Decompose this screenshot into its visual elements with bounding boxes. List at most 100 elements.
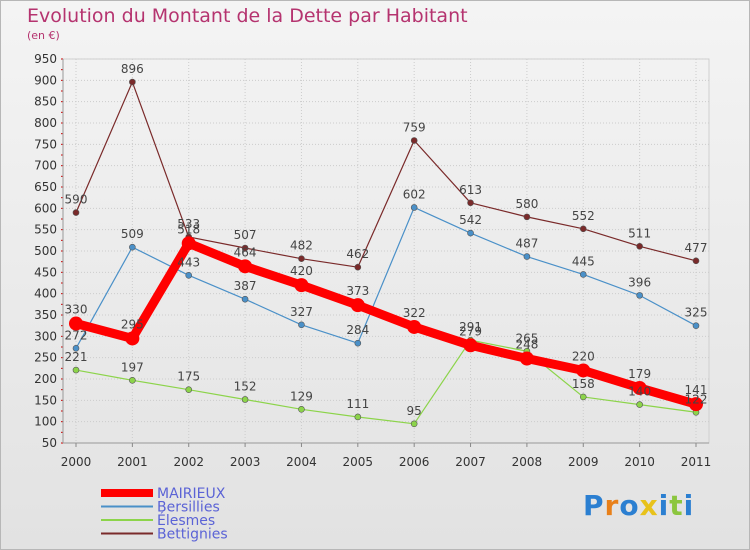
data-label: 445 [572,254,595,268]
logo-letter: t [669,489,684,522]
chart-title: Evolution du Montant de la Dette par Hab… [27,5,468,27]
data-label: 759 [403,120,426,134]
point-bersillies [692,322,700,329]
y-tick-label: 650 [34,180,57,194]
point-bettignies [692,257,700,265]
y-tick-label: 350 [34,308,57,322]
data-label: 284 [346,323,369,337]
data-label: 552 [572,209,595,223]
data-label: 279 [459,324,482,338]
data-label: 533 [177,217,200,231]
y-tick-label: 800 [34,116,57,130]
data-label: 511 [628,226,651,240]
point-bersillies [298,321,305,329]
data-label: 140 [628,385,651,399]
data-label: 462 [346,247,369,261]
point-mairieux [576,363,591,378]
point-mairieux [181,236,196,251]
data-labels: 590 896 533 507 482 462 759 613 580 552 511 477 221 1… [65,62,708,418]
data-label: 152 [234,379,257,393]
data-label: 613 [459,183,482,197]
point-bettignies [579,225,587,233]
logo-letter: i [658,489,670,522]
data-label: 129 [290,389,313,403]
point-bersillies [129,243,136,251]
point-mairieux [463,338,478,353]
data-label: 322 [403,306,426,320]
data-label: 518 [177,222,200,236]
point-bersillies [241,295,249,303]
data-label: 443 [177,255,200,269]
point-élesmes [241,396,249,403]
point-mairieux [69,316,83,331]
x-tick-label: 2005 [343,455,374,469]
data-label: 291 [459,320,482,334]
data-label: 95 [407,404,422,418]
data-label: 158 [572,377,595,391]
point-bettignies [636,243,643,250]
data-label: 373 [346,284,369,298]
data-label: 295 [121,317,144,331]
point-mairieux [632,380,647,395]
data-label: 179 [628,367,651,381]
data-label: 265 [515,331,538,345]
data-label: 387 [234,279,257,293]
series-line-bettignies [75,81,697,268]
series-line-élesmes [75,339,697,425]
x-tick-label: 2011 [681,455,712,469]
data-label: 221 [65,350,88,364]
point-bersillies [410,204,418,211]
y-axis: 50 100 150 200 250 300 350 400 450 500 550 600 650 70… [34,52,64,450]
point-bettignies [523,213,531,221]
data-label: 220 [572,349,595,363]
y-tick-label: 750 [34,137,57,151]
legend-label: Bettignies [157,527,228,543]
point-bettignies [72,209,80,216]
series-line-mairieux [74,238,698,409]
point-élesmes [579,393,587,401]
point-bettignies [467,199,474,207]
data-label: 482 [290,239,313,253]
logo-letter: o [619,489,640,522]
data-label: 487 [515,237,538,251]
data-label: 122 [685,392,708,406]
y-tick-label: 700 [34,159,57,173]
x-tick-label: 2002 [173,455,204,469]
point-mairieux [294,278,309,293]
data-label: 248 [515,338,538,352]
point-élesmes [72,366,80,374]
data-label: 327 [290,305,313,319]
data-label: 272 [65,328,88,342]
point-élesmes [298,405,305,413]
point-bersillies [523,253,531,260]
y-tick-label: 500 [34,244,57,258]
point-mairieux [407,319,422,334]
y-tick-label: 900 [34,73,57,87]
point-mairieux [125,331,140,346]
x-tick-label: 2010 [624,455,655,469]
data-label: 197 [121,360,144,374]
y-tick-label: 50 [42,436,57,450]
y-tick-label: 200 [34,372,57,386]
y-tick-label: 600 [34,201,57,215]
proxiti-logo: Proxiti [583,489,694,522]
data-label: 111 [346,397,369,411]
point-élesmes [636,401,643,408]
point-élesmes [129,376,136,384]
point-bersillies [354,339,362,347]
point-mairieux [689,397,703,412]
point-bettignies [410,137,418,144]
point-élesmes [410,420,418,428]
y-tick-label: 150 [34,393,57,407]
point-bersillies [185,272,193,279]
legend-label: Bersillies [157,500,220,516]
point-mairieux [350,298,365,313]
data-label: 542 [459,213,482,227]
y-tick-label: 450 [34,265,57,279]
x-tick-label: 2004 [286,455,317,469]
data-label: 477 [685,241,708,255]
y-tick-label: 300 [34,329,57,343]
x-tick-label: 2000 [61,455,92,469]
